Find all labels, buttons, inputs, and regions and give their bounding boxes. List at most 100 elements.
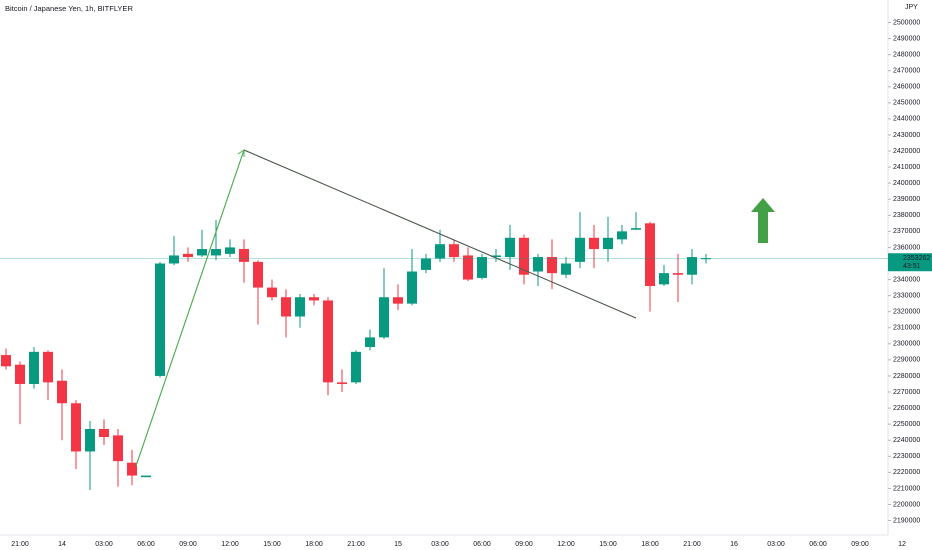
y-tick-label: 2330000 bbox=[893, 292, 920, 299]
candle-body bbox=[323, 300, 333, 383]
candle-body bbox=[673, 273, 683, 275]
candle-body bbox=[71, 403, 81, 452]
y-tick-label: 2370000 bbox=[893, 228, 920, 235]
drawing-arrowhead bbox=[237, 149, 245, 157]
candle-body bbox=[547, 257, 557, 274]
candle-body bbox=[631, 228, 641, 230]
candle-body bbox=[43, 351, 53, 383]
candle-body bbox=[589, 237, 599, 250]
candle-body bbox=[281, 297, 291, 317]
candle-body bbox=[141, 475, 151, 478]
candle-body bbox=[15, 364, 25, 384]
y-tick-label: 2300000 bbox=[893, 341, 920, 348]
y-tick-label: 2250000 bbox=[893, 421, 920, 428]
y-tick-label: 2410000 bbox=[893, 164, 920, 171]
y-tick-label: 2210000 bbox=[893, 485, 920, 492]
candle-body bbox=[211, 249, 221, 256]
y-tick-label: 2430000 bbox=[893, 132, 920, 139]
candle-body bbox=[337, 382, 347, 384]
candle-body bbox=[85, 428, 95, 452]
candle-body bbox=[477, 257, 487, 278]
y-tick-label: 2490000 bbox=[893, 35, 920, 42]
x-tick-label: 09:00 bbox=[851, 541, 869, 548]
candle-body bbox=[449, 244, 459, 258]
y-tick-label: 2290000 bbox=[893, 357, 920, 364]
candle-body bbox=[575, 237, 585, 262]
candle-body bbox=[659, 273, 669, 285]
x-tick-label: 06:00 bbox=[137, 541, 155, 548]
y-tick-label: 2450000 bbox=[893, 100, 920, 107]
candle-body bbox=[505, 237, 515, 258]
price-tag-label: 2353262 bbox=[903, 255, 930, 262]
candle-body bbox=[701, 258, 711, 260]
x-tick-label: 09:00 bbox=[179, 541, 197, 548]
chart-title: Bitcoin / Japanese Yen, 1h, BITFLYER bbox=[5, 4, 133, 13]
candle-body bbox=[365, 337, 375, 348]
y-tick-label: 2310000 bbox=[893, 325, 920, 332]
y-tick-label: 2500000 bbox=[893, 19, 920, 26]
x-tick-label: 12 bbox=[898, 541, 906, 548]
y-tick-label: 2400000 bbox=[893, 180, 920, 187]
candle-body bbox=[239, 249, 249, 262]
candle-body bbox=[421, 258, 431, 270]
up-arrow-icon bbox=[751, 198, 775, 243]
y-tick-label: 2360000 bbox=[893, 244, 920, 251]
candle-body bbox=[57, 380, 67, 404]
x-tick-label: 15:00 bbox=[263, 541, 281, 548]
candle-body bbox=[463, 255, 473, 280]
candle-body bbox=[113, 435, 123, 462]
candle-body bbox=[533, 257, 543, 272]
x-tick-label: 03:00 bbox=[431, 541, 449, 548]
x-tick-label: 14 bbox=[58, 541, 66, 548]
candle-body bbox=[687, 257, 697, 275]
candle-body bbox=[519, 237, 529, 275]
y-tick-label: 2390000 bbox=[893, 196, 920, 203]
x-tick-label: 12:00 bbox=[221, 541, 239, 548]
y-tick-label: 2320000 bbox=[893, 309, 920, 316]
candle-body bbox=[351, 351, 361, 383]
drawing-down-leg bbox=[243, 149, 637, 319]
candle-body bbox=[603, 237, 613, 250]
candle-body bbox=[155, 263, 165, 376]
candle-body bbox=[617, 231, 627, 240]
x-tick-label: 03:00 bbox=[95, 541, 113, 548]
y-tick-label: 2340000 bbox=[893, 276, 920, 283]
candle-body bbox=[225, 247, 235, 254]
countdown-label: 43:51 bbox=[903, 263, 921, 270]
candle-body bbox=[561, 263, 571, 275]
y-tick-label: 2220000 bbox=[893, 469, 920, 476]
candle-body bbox=[29, 351, 39, 384]
candle-body bbox=[99, 428, 109, 437]
x-tick-label: 12:00 bbox=[557, 541, 575, 548]
x-tick-label: 06:00 bbox=[473, 541, 491, 548]
y-tick-label: 2460000 bbox=[893, 84, 920, 91]
y-tick-label: 2480000 bbox=[893, 51, 920, 58]
candle-body bbox=[379, 297, 389, 338]
x-tick-label: 15 bbox=[394, 541, 402, 548]
x-tick-label: 15:00 bbox=[599, 541, 617, 548]
candle-body bbox=[169, 255, 179, 264]
candle-body bbox=[267, 287, 277, 298]
plot bbox=[1, 212, 711, 491]
x-tick-label: 18:00 bbox=[641, 541, 659, 548]
candle-body bbox=[407, 271, 417, 304]
candle-body bbox=[393, 297, 403, 304]
candle-body bbox=[491, 255, 501, 258]
x-tick-label: 09:00 bbox=[515, 541, 533, 548]
y-tick-label: 2380000 bbox=[893, 212, 920, 219]
y-tick-label: 2280000 bbox=[893, 373, 920, 380]
candle-body bbox=[127, 462, 137, 476]
y-tick-label: 2240000 bbox=[893, 437, 920, 444]
x-tick-label: 21:00 bbox=[347, 541, 365, 548]
candle-body bbox=[645, 223, 655, 286]
y-tick-label: 2420000 bbox=[893, 148, 920, 155]
y-tick-label: 2200000 bbox=[893, 501, 920, 508]
y-tick-label: 2270000 bbox=[893, 389, 920, 396]
price-tag bbox=[888, 253, 932, 272]
candle-body bbox=[295, 297, 305, 317]
drawing-up-leg bbox=[135, 149, 245, 467]
x-tick-label: 06:00 bbox=[809, 541, 827, 548]
y-tick-label: 2190000 bbox=[893, 517, 920, 524]
y-axis-label: JPY bbox=[905, 4, 918, 11]
y-tick-label: 2230000 bbox=[893, 453, 920, 460]
